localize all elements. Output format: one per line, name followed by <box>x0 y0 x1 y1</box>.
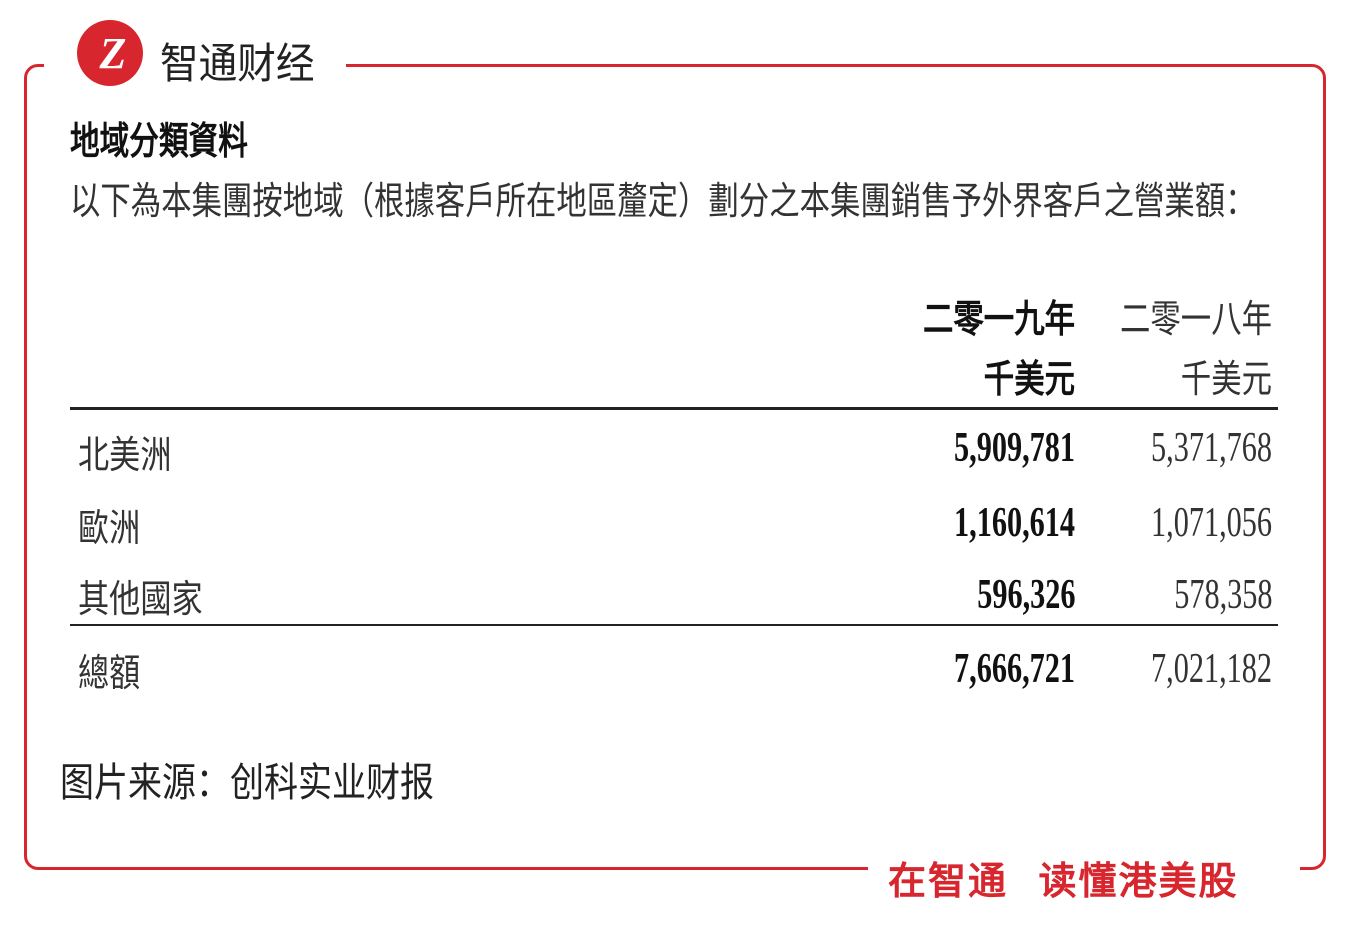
cell-2019: 596,326 <box>976 572 1075 618</box>
total-2019: 7,666,721 <box>954 646 1075 692</box>
red-frame <box>24 64 1326 870</box>
cell-2018: 578,358 <box>1173 572 1272 618</box>
row-label: 其他國家 <box>78 577 203 621</box>
total-label: 總額 <box>78 651 141 695</box>
cell-2018: 5,371,768 <box>1151 425 1272 471</box>
image-source: 图片来源：创科实业财报 <box>60 760 434 806</box>
slogan: 在智通 读懂港美股 <box>888 859 1239 903</box>
row-label: 歐洲 <box>78 506 141 550</box>
cell-2019: 5,909,781 <box>954 425 1075 471</box>
cell-2019: 1,160,614 <box>954 500 1075 546</box>
section-description: 以下為本集團按地域（根據客戶所在地區釐定）劃分之本集團銷售予外界客戶之營業額： <box>70 179 1256 223</box>
table-header-rule <box>70 407 1278 410</box>
column-header-2018-year: 二零一八年 <box>1119 297 1272 341</box>
column-header-2018-unit: 千美元 <box>1180 357 1272 401</box>
cell-2018: 1,071,056 <box>1151 500 1272 546</box>
brand-name: 智通财经 <box>160 39 315 88</box>
column-header-2019-unit: 千美元 <box>983 357 1075 401</box>
row-label: 北美洲 <box>78 433 172 477</box>
column-header-2019-year: 二零一九年 <box>922 297 1075 341</box>
section-title: 地域分類資料 <box>70 119 248 163</box>
table-total-rule <box>70 624 1278 626</box>
total-2018: 7,021,182 <box>1151 646 1272 692</box>
frame-gap <box>868 858 1300 882</box>
brand-logo-icon: Z <box>77 20 143 86</box>
